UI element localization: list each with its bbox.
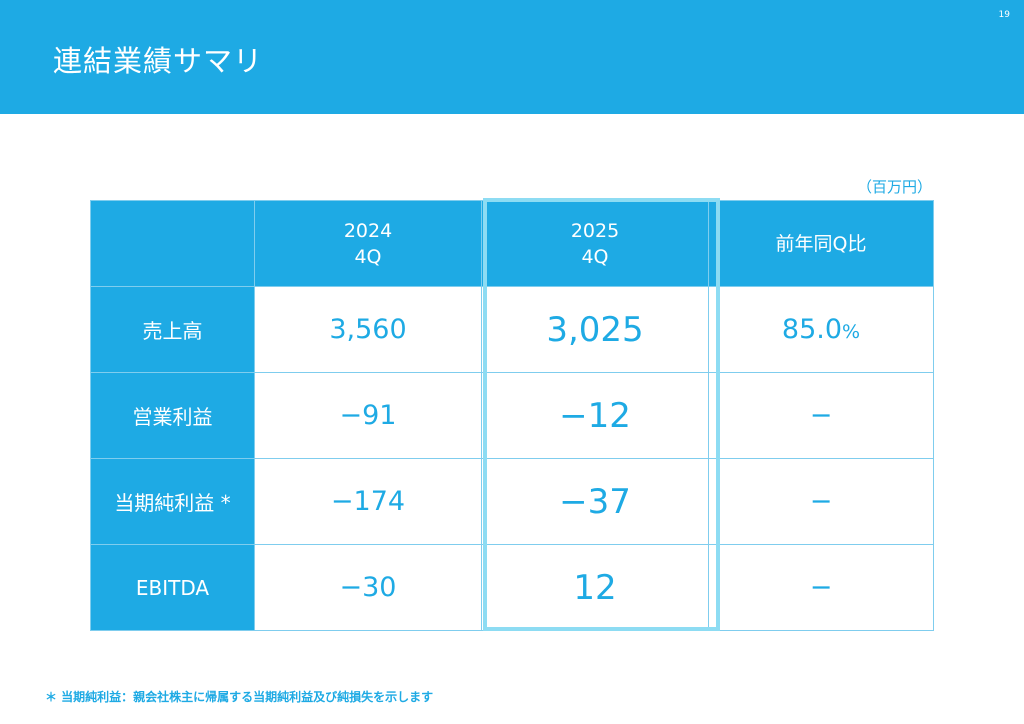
column-header-quarter: 4Q <box>581 245 609 268</box>
yoy-unit: % <box>842 321 861 343</box>
column-header-year: 2024 <box>343 219 393 242</box>
row-label: 営業利益 <box>90 372 255 459</box>
value-2025: 12 <box>481 544 709 631</box>
column-header-quarter: 4Q <box>354 245 382 268</box>
row-label: EBITDA <box>90 544 255 631</box>
column-header-yoy-label: 前年同Q比 <box>775 232 867 255</box>
yoy-number: − <box>809 400 833 431</box>
footnote: ＊ 当期純利益：親会社株主に帰属する当期純利益及び純損失を示します <box>45 690 434 704</box>
yoy-number: − <box>809 486 833 517</box>
unit-label: （百万円） <box>856 178 932 196</box>
value-yoy: 85.0% <box>708 286 934 373</box>
value-2024: −174 <box>254 458 482 545</box>
yoy-number: 85.0 <box>781 314 843 345</box>
value-2024: −30 <box>254 544 482 631</box>
row-label: 当期純利益 * <box>90 458 255 545</box>
table-row: 売上高 3,560 3,025 85.0% <box>90 286 934 373</box>
value-2025: −37 <box>481 458 709 545</box>
header-corner-cell <box>90 200 255 287</box>
value-2024: −91 <box>254 372 482 459</box>
page-title: 連結業績サマリ <box>53 44 264 78</box>
column-header-yoy: 前年同Q比 <box>708 200 934 287</box>
table-row: EBITDA −30 12 − <box>90 544 934 631</box>
value-2025: 3,025 <box>481 286 709 373</box>
table-row: 当期純利益 * −174 −37 − <box>90 458 934 545</box>
value-2024: 3,560 <box>254 286 482 373</box>
header-bar: 連結業績サマリ 19 <box>0 0 1024 114</box>
column-header-year: 2025 <box>570 219 620 242</box>
page-number: 19 <box>998 10 1010 20</box>
value-yoy: − <box>708 544 934 631</box>
table-header-row: 2024 4Q 2025 4Q 前年同Q比 <box>90 200 934 287</box>
column-header-2024: 2024 4Q <box>254 200 482 287</box>
row-label: 売上高 <box>90 286 255 373</box>
value-yoy: − <box>708 372 934 459</box>
column-header-2025: 2025 4Q <box>481 200 709 287</box>
yoy-number: − <box>809 572 833 603</box>
value-yoy: − <box>708 458 934 545</box>
results-summary-table: 2024 4Q 2025 4Q 前年同Q比 売上高 3,560 3,025 85… <box>90 200 934 631</box>
table-row: 営業利益 −91 −12 − <box>90 372 934 459</box>
value-2025: −12 <box>481 372 709 459</box>
